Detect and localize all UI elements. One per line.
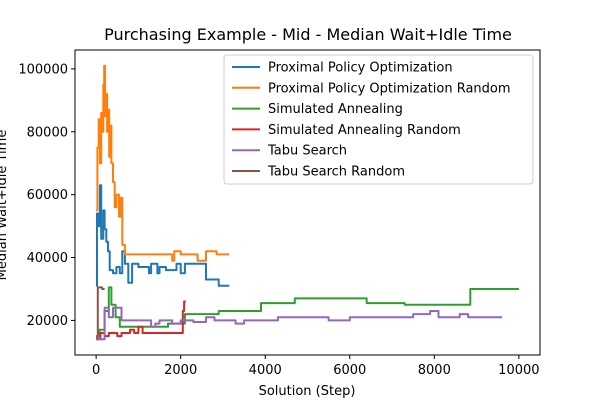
series-line-4 — [96, 306, 502, 341]
x-tick-label-3: 6000 — [333, 363, 366, 378]
x-tick-label-1: 2000 — [164, 363, 197, 378]
legend-label-1: Proximal Policy Optimization Random — [268, 81, 511, 96]
x-tick-label-2: 4000 — [249, 363, 282, 378]
series-line-0 — [96, 184, 230, 287]
plot-area — [96, 64, 519, 341]
legend-label-2: Simulated Annealing — [268, 102, 403, 117]
x-tick-label-0: 0 — [92, 363, 100, 378]
y-tick-label-2: 60000 — [27, 188, 68, 203]
y-tick-label-0: 20000 — [27, 314, 68, 329]
legend-label-3: Simulated Annealing Random — [268, 123, 461, 138]
plot-frame — [74, 49, 541, 356]
legend-label-5: Tabu Search Random — [267, 165, 405, 180]
y-tick-label-3: 80000 — [27, 125, 68, 140]
y-tick-label-1: 40000 — [27, 251, 68, 266]
legend: Proximal Policy Optimization Proximal Pol… — [223, 54, 534, 185]
legend-box — [223, 54, 534, 185]
x-tick-label-5: 10000 — [498, 363, 539, 378]
legend-label-0: Proximal Policy Optimization — [268, 61, 453, 76]
legend-label-4: Tabu Search — [267, 144, 347, 159]
x-axis-ticks: 0 2000 4000 6000 8000 10000 — [92, 355, 540, 378]
series-line-1 — [96, 64, 230, 262]
y-tick-label-4: 100000 — [18, 62, 68, 77]
chart-title: Purchasing Example - Mid - Median Wait+I… — [104, 25, 512, 44]
series-line-5 — [96, 286, 105, 339]
y-axis-label: Median Wait+Idle Time — [0, 130, 10, 281]
x-axis-label: Solution (Step) — [259, 384, 356, 399]
series-line-2 — [96, 286, 519, 338]
x-tick-label-4: 8000 — [418, 363, 451, 378]
y-axis-ticks: 20000 40000 60000 80000 100000 — [18, 62, 75, 329]
